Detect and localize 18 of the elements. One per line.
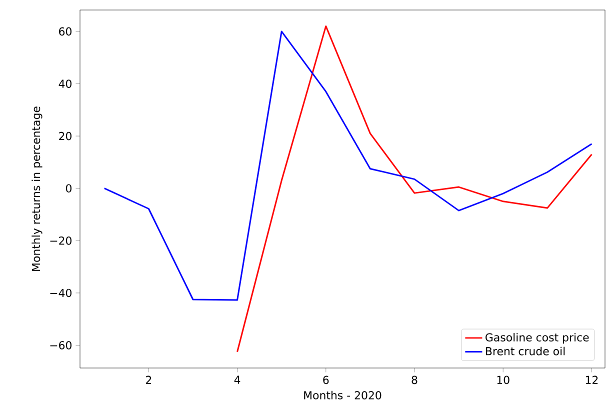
y-tick-label: 40	[58, 80, 72, 88]
y-tick-label: 0	[66, 184, 72, 192]
x-axis-title: Months - 2020	[304, 390, 382, 400]
y-tick-label: 60	[59, 27, 72, 36]
x-tick-label: 4	[234, 376, 240, 384]
x-tick-label: 2	[146, 376, 152, 384]
y-tick-label: 20	[59, 132, 72, 140]
y-tick-label: −40	[50, 288, 72, 298]
y-tick-label: −20	[50, 236, 72, 245]
legend-label: Gasoline cost price	[486, 333, 589, 344]
y-tick-label: −60	[50, 341, 72, 350]
x-tick-label: 10	[497, 376, 510, 384]
legend-label: Brent crude oil	[486, 346, 565, 356]
line-series	[104, 30, 592, 301]
x-tick-label: 8	[412, 376, 418, 384]
x-tick-label: 12	[586, 376, 598, 384]
y-axis-title: Monthly returns in percentage	[32, 106, 42, 271]
x-tick-label: 6	[323, 376, 329, 384]
